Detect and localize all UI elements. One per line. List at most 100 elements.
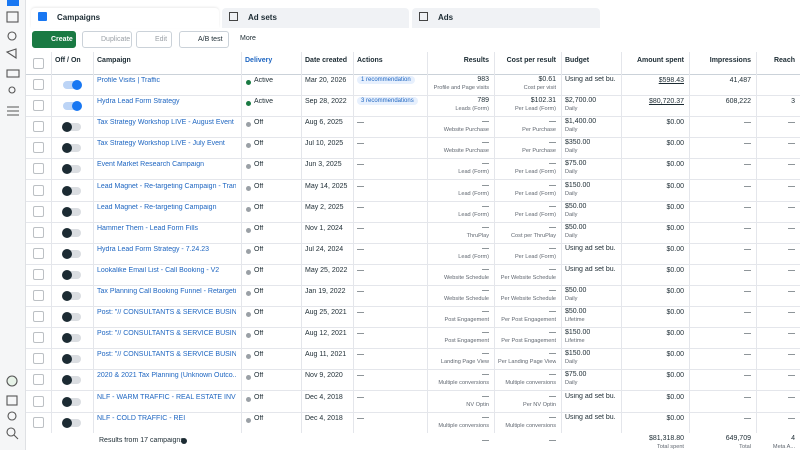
toggle[interactable] — [62, 312, 81, 323]
footer-results: — — [482, 436, 489, 444]
delivery-status: Off — [254, 140, 264, 148]
budget: $50.00 — [565, 287, 587, 294]
toggle[interactable] — [63, 101, 82, 112]
duplicate-button[interactable]: Duplicate — [82, 31, 132, 48]
campaign-name[interactable]: Hammer Them - Lead Form Fills — [97, 224, 199, 232]
toggle[interactable] — [62, 206, 81, 217]
date-created: May 14, 2025 — [305, 182, 348, 190]
create-button[interactable]: Create — [32, 31, 76, 48]
campaign-name[interactable]: Post: "// CONSULTANTS & SERVICE BUSINE..… — [97, 351, 236, 359]
date-created: Dec 4, 2018 — [305, 414, 343, 422]
edit-button[interactable]: Edit — [136, 31, 172, 48]
campaign-name[interactable]: Tax Planning Call Booking Funnel - Retar… — [97, 288, 236, 295]
date-created: May 2, 2025 — [305, 203, 344, 211]
toggle[interactable] — [62, 375, 81, 386]
campaign-name[interactable]: Profile Visits | Traffic — [97, 77, 161, 84]
campaign-name[interactable]: NLF - WARM TRAFFIC - REAL ESTATE INVE... — [97, 393, 236, 401]
toggle[interactable] — [62, 248, 81, 259]
amount-spent: $0.00 — [666, 309, 684, 317]
amount-spent: $0.00 — [666, 140, 684, 148]
row-checkbox — [33, 290, 44, 301]
footer-label: Results from 17 campaigns — [99, 436, 184, 444]
recommendation-pill[interactable]: 1 recommendation — [357, 76, 415, 84]
tab-campaigns[interactable]: Campaigns — [31, 8, 219, 28]
toggle[interactable] — [62, 122, 81, 133]
budget-sub: Lifetime — [565, 338, 585, 345]
footer-impressions-sub: Total — [739, 443, 751, 450]
cost-per-result: — — [549, 392, 556, 400]
toggle-knob — [62, 291, 72, 301]
actions: — — [357, 372, 364, 380]
campaign-name[interactable]: Tax Strategy Workshop LIVE - August Even… — [97, 119, 234, 127]
toggle-knob — [62, 333, 72, 344]
campaign-name[interactable]: 2020 & 2021 Tax Planning (Unknown Outco.… — [97, 372, 236, 380]
campaign-name[interactable]: Tax Strategy Workshop LIVE - July Event — [97, 140, 225, 148]
toggle-knob — [62, 269, 72, 280]
campaign-name[interactable]: Lookalike Email List - Call Booking - V2 — [97, 266, 220, 274]
more-button[interactable]: More — [232, 31, 270, 48]
results: — — [482, 413, 489, 421]
column-header: Off / On — [55, 57, 81, 64]
delivery-status: Active — [254, 98, 274, 106]
results-sub: Website Schedule — [444, 274, 489, 281]
impressions: — — [744, 393, 751, 401]
toggle[interactable] — [62, 354, 81, 365]
delivery-dot — [246, 101, 251, 107]
toggle[interactable] — [62, 227, 81, 238]
toggle[interactable] — [62, 333, 81, 344]
cost-per-result-sub: Per Purchase — [522, 148, 556, 155]
campaign-name[interactable]: Hydra Lead Form Strategy — [97, 98, 180, 106]
campaign-name[interactable]: Hydra Lead Form Strategy - 7.24.23 — [97, 245, 210, 253]
toggle[interactable] — [62, 185, 81, 196]
toggle[interactable] — [62, 396, 81, 407]
toggle[interactable] — [62, 164, 81, 175]
row-checkbox — [33, 353, 44, 365]
column-divider — [301, 52, 302, 450]
date-created: Nov 1, 2024 — [305, 224, 343, 232]
button-label: More — [240, 35, 256, 42]
campaign-name[interactable]: Lead Magnet - Re-targeting Campaign - Tr… — [97, 182, 236, 190]
footer-reach: 4 — [791, 434, 795, 442]
campaign-row — [26, 137, 800, 160]
recommendation-pill[interactable]: 3 recommendations — [357, 97, 418, 106]
button-label: Create — [51, 36, 73, 43]
row-checkbox — [33, 332, 44, 344]
date-created: Jan 19, 2022 — [305, 288, 346, 295]
campaign-name[interactable]: NLF - COLD TRAFFIC - REI — [97, 414, 186, 422]
cost-per-result-sub: Per Lead (Form) — [514, 169, 556, 176]
impressions: — — [744, 182, 751, 190]
toggle[interactable] — [63, 80, 82, 90]
toggle-knob — [62, 206, 72, 217]
campaign-row — [26, 327, 800, 350]
amount-spent: $0.00 — [666, 372, 684, 380]
campaign-row — [26, 180, 800, 202]
campaign-name[interactable]: Event Market Research Campaign — [97, 161, 204, 169]
toggle[interactable] — [62, 143, 81, 154]
campaign-row — [26, 306, 800, 329]
row-checkbox — [33, 311, 44, 323]
date-created: Aug 25, 2021 — [305, 309, 347, 317]
tab-ads[interactable]: Ads — [412, 8, 600, 28]
column-header: Results — [463, 57, 489, 64]
toggle[interactable] — [62, 269, 81, 280]
toggle-knob — [72, 80, 82, 90]
budget-sub: Daily — [565, 232, 578, 239]
campaign-name[interactable]: Lead Magnet - Re-targeting Campaign — [97, 203, 217, 211]
budget: $50.00 — [565, 223, 587, 231]
column-divider — [756, 52, 757, 450]
ab-test-button[interactable]: A/B test — [179, 31, 229, 48]
budget: $75.00 — [565, 371, 587, 379]
tab-adsets[interactable]: Ad sets — [222, 8, 409, 28]
campaign-name[interactable]: Post: "// CONSULTANTS & SERVICE BUSINE..… — [97, 330, 236, 338]
toggle-knob — [62, 248, 72, 259]
budget: Using ad set bu... — [565, 392, 616, 400]
campaign-name[interactable]: Post: "// CONSULTANTS & SERVICE BUSINE..… — [97, 309, 236, 317]
impressions: — — [744, 161, 751, 169]
reach: — — [788, 330, 795, 338]
toggle[interactable] — [62, 291, 81, 301]
impressions: — — [744, 288, 751, 295]
toggle[interactable] — [62, 417, 81, 428]
actions: — — [357, 161, 364, 169]
footer-cost: — — [549, 436, 556, 444]
budget-sub: Lifetime — [565, 317, 585, 324]
